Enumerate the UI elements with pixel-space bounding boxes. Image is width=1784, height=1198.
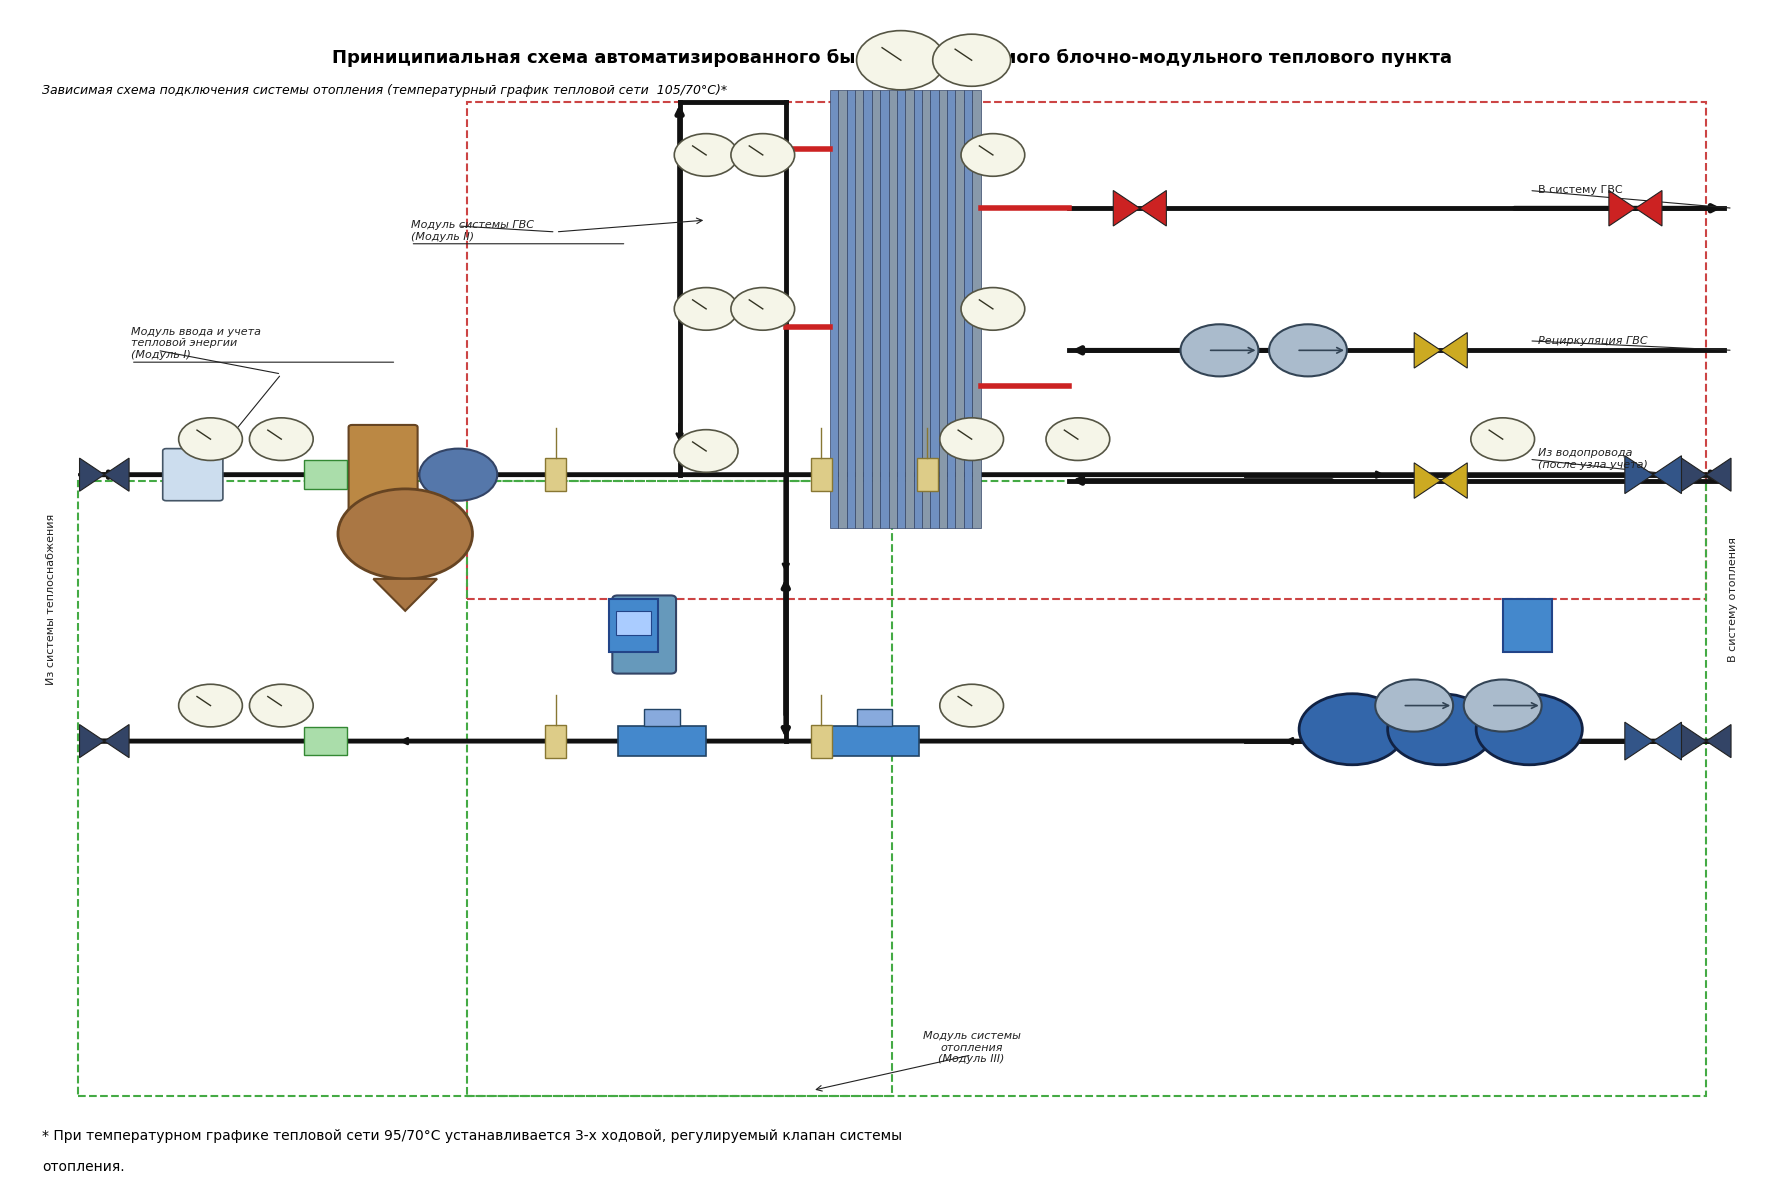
Bar (904, 90, 913, 528)
Polygon shape (80, 725, 103, 757)
Bar (847, 90, 855, 528)
Text: Модуль системы ГВС
(Модуль II): Модуль системы ГВС (Модуль II) (410, 220, 533, 242)
Circle shape (1268, 325, 1347, 376)
Bar (913, 90, 922, 528)
Text: Модуль системы
отопления
(Модуль III): Модуль системы отопления (Модуль III) (922, 1031, 1020, 1064)
Bar (947, 90, 956, 528)
Polygon shape (1682, 458, 1706, 491)
Polygon shape (1625, 455, 1654, 494)
Text: Рециркуляция ГВС: Рециркуляция ГВС (1538, 335, 1648, 346)
Bar (938, 90, 947, 528)
Circle shape (962, 134, 1024, 176)
Bar (830, 90, 838, 528)
Circle shape (419, 448, 498, 501)
Bar (963, 90, 972, 528)
Circle shape (940, 684, 1004, 727)
Polygon shape (1441, 462, 1466, 498)
Circle shape (940, 418, 1004, 460)
Polygon shape (1706, 725, 1730, 757)
Polygon shape (1625, 722, 1654, 760)
Polygon shape (1415, 333, 1441, 368)
Bar (305, 460, 346, 489)
Polygon shape (1682, 725, 1706, 757)
Polygon shape (1140, 190, 1167, 226)
Circle shape (962, 288, 1024, 331)
Bar (880, 90, 888, 528)
Bar (917, 458, 938, 491)
FancyBboxPatch shape (1502, 599, 1552, 652)
Polygon shape (1441, 333, 1466, 368)
Polygon shape (1636, 190, 1663, 226)
Circle shape (1375, 679, 1454, 732)
Bar (546, 725, 566, 757)
Bar (615, 611, 651, 635)
Circle shape (1463, 679, 1541, 732)
Circle shape (250, 684, 314, 727)
Bar (856, 708, 892, 726)
Circle shape (933, 35, 1010, 86)
Circle shape (178, 418, 243, 460)
Circle shape (731, 134, 794, 176)
Circle shape (1045, 418, 1110, 460)
Circle shape (731, 288, 794, 331)
Polygon shape (103, 458, 128, 491)
Circle shape (250, 418, 314, 460)
Circle shape (674, 134, 739, 176)
Bar (305, 727, 346, 755)
Circle shape (1388, 694, 1493, 764)
Text: Модуль ввода и учета
тепловой энергии
(Модуль I): Модуль ввода и учета тепловой энергии (М… (130, 327, 260, 359)
Bar (888, 90, 897, 528)
Circle shape (1299, 694, 1406, 764)
Bar (972, 90, 981, 528)
Text: Из водопровода
(после узла учета): Из водопровода (после узла учета) (1538, 448, 1648, 470)
Circle shape (178, 684, 243, 727)
Bar (617, 726, 706, 756)
Bar (922, 90, 929, 528)
Bar (929, 90, 938, 528)
Bar (855, 90, 863, 528)
Circle shape (1475, 694, 1582, 764)
Circle shape (674, 430, 739, 472)
Polygon shape (1654, 455, 1682, 494)
Bar (830, 726, 919, 756)
Polygon shape (1415, 462, 1441, 498)
Text: отопления.: отопления. (43, 1161, 125, 1174)
Bar (546, 458, 566, 491)
Text: Из системы теплоснабжения: Из системы теплоснабжения (46, 514, 57, 684)
Circle shape (337, 489, 473, 579)
Text: В систему ГВС: В систему ГВС (1538, 186, 1623, 195)
Bar (863, 90, 872, 528)
Bar (897, 90, 904, 528)
Bar (810, 725, 831, 757)
Text: В систему отопления: В систему отопления (1727, 537, 1738, 661)
Circle shape (856, 31, 946, 90)
Polygon shape (373, 579, 437, 611)
Circle shape (1470, 418, 1534, 460)
Text: Приниципиальная схема автоматизированного быстрокомпонуемого блочно-модульного т: Приниципиальная схема автоматизированног… (332, 48, 1452, 67)
Polygon shape (1654, 722, 1682, 760)
Polygon shape (80, 458, 103, 491)
Polygon shape (1706, 458, 1730, 491)
Bar (872, 90, 880, 528)
Text: * При температурном графике тепловой сети 95/70°С устанавливается 3-х ходовой, р: * При температурном графике тепловой сет… (43, 1130, 903, 1143)
Circle shape (674, 288, 739, 331)
FancyBboxPatch shape (608, 599, 658, 652)
Bar (838, 90, 847, 528)
Bar (810, 458, 831, 491)
FancyBboxPatch shape (162, 448, 223, 501)
Polygon shape (1609, 190, 1636, 226)
FancyBboxPatch shape (348, 425, 417, 525)
Text: Зависимая схема подключения системы отопления (температурный график тепловой сет: Зависимая схема подключения системы отоп… (43, 84, 728, 97)
Circle shape (1181, 325, 1258, 376)
Bar (644, 708, 680, 726)
Polygon shape (1113, 190, 1140, 226)
Polygon shape (103, 725, 128, 757)
Bar (956, 90, 963, 528)
FancyBboxPatch shape (612, 595, 676, 673)
